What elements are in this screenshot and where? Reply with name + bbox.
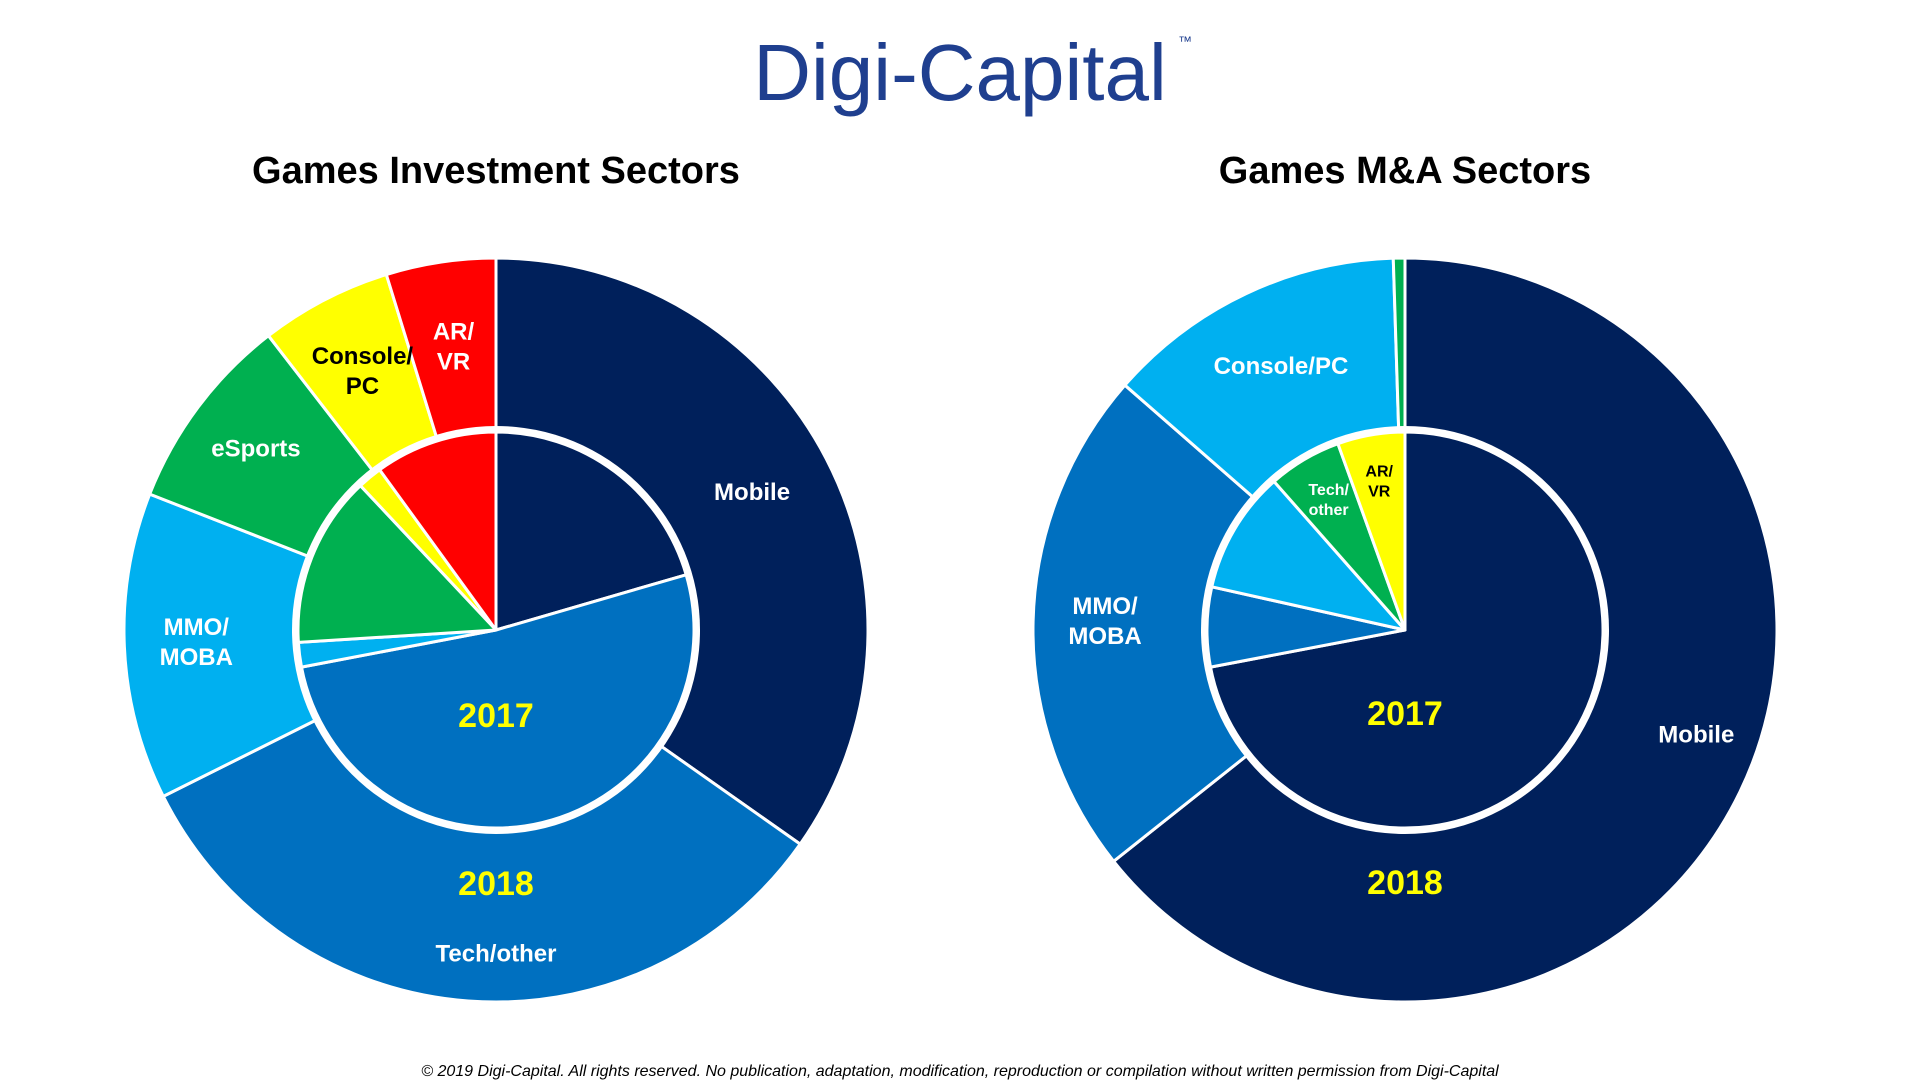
games-m-a-sectors-label-ar-vr-line-0: AR/	[1365, 463, 1393, 480]
games-investment-sectors-2017-slice-esports	[296, 484, 498, 644]
games-investment-sectors-label-console-pc-line-0: Console/	[312, 343, 414, 370]
games-investment-sectors-year-label-2018: 2018	[458, 865, 534, 903]
logo-trademark: ™	[1178, 33, 1192, 49]
games-investment-sectors-2017-slice-mobile	[494, 430, 688, 632]
games-m-a-sectors-label-tech-other-line-1: other	[1309, 502, 1349, 519]
digi-capital-logo: Digi-Capital ™	[753, 28, 1192, 117]
games-investment-sectors-year-label-2017: 2017	[458, 697, 534, 735]
games-investment-sectors-2017-slice-ar-vr	[378, 430, 498, 632]
games-investment-sectors-label-console-pc-line-1: PC	[346, 373, 379, 400]
games-investment-sectors-label-mmo-moba-line-1: MOBA	[160, 644, 233, 671]
games-m-a-sectors-year-label-2018: 2018	[1367, 864, 1443, 902]
games-m-a-sectors-label-mobile-line-0: Mobile	[1658, 721, 1734, 748]
games-m-a-sectors-label-console-pc-line-0: Console/PC	[1214, 353, 1349, 380]
games-investment-sectors-label-ar-vr-line-0: AR/	[433, 319, 475, 346]
games-investment-sectors-label-tech-other-line-0: Tech/other	[436, 940, 557, 967]
copyright-footer: © 2019 Digi-Capital. All rights reserved…	[421, 1063, 1499, 1080]
games-investment-sectors-label-ar-vr-line-1: VR	[437, 349, 470, 376]
games-m-a-sectors-2017-slice-mobile	[1209, 430, 1605, 830]
games-m-a-sectors-2017-slice-console-pc	[1210, 479, 1407, 632]
logo-text: Digi-Capital	[753, 28, 1166, 117]
games-m-a-sectors-label-tech-other-line-0: Tech/	[1308, 482, 1349, 499]
games-m-a-sectors-label-mmo-moba-line-1: MOBA	[1068, 623, 1141, 650]
games-investment-sectors-label-mobile-line-0: Mobile	[714, 479, 790, 506]
games-investment-sectors-label-mmo-moba-line-0: MMO/	[164, 614, 230, 641]
ma-chart-title: Games M&A Sectors	[1218, 150, 1592, 192]
investment-donut-chart: Mobile Tech/other MMO/MOBA eSports Console/P…	[122, 256, 870, 1004]
investment-chart-title: Games Investment Sectors	[252, 150, 740, 192]
games-m-a-sectors-label-ar-vr-line-1: VR	[1368, 483, 1391, 500]
games-m-a-sectors-year-label-2017: 2017	[1367, 695, 1443, 733]
ma-donut-chart: Mobile MMO/MOBA Console/PC Tech/other AR/VR 2…	[1031, 256, 1779, 1004]
games-investment-sectors-label-esports-line-0: eSports	[211, 435, 300, 462]
games-m-a-sectors-2017-slice-ar-vr	[1336, 430, 1407, 632]
games-m-a-sectors-label-mmo-moba-line-0: MMO/	[1072, 593, 1138, 620]
games-investment-sectors-2017-slice-tech-other	[300, 573, 696, 830]
